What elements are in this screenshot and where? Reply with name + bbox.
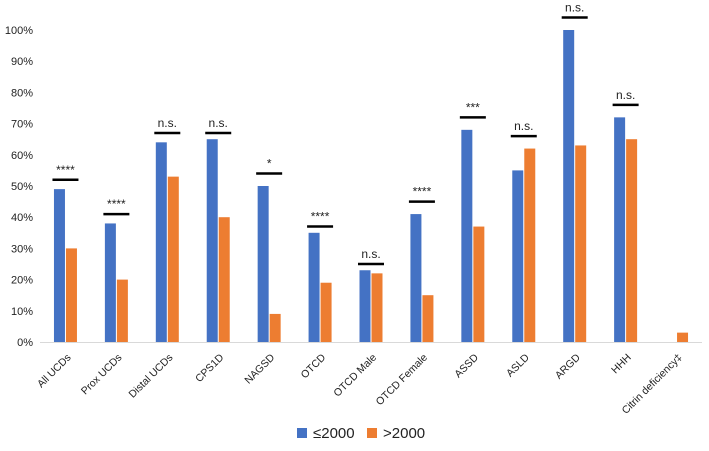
y-tick-label: 50% (11, 181, 33, 193)
category-label-9: ASLD (504, 351, 532, 379)
bar-series1-6 (359, 270, 371, 342)
significance-label-1: **** (107, 197, 126, 211)
bar-series2-2 (167, 176, 179, 342)
category-label-4: NAGSD (242, 351, 277, 386)
bar-series1-11 (614, 117, 626, 342)
bar-series1-0 (53, 189, 65, 342)
legend-label-series2: >2000 (383, 425, 425, 442)
significance-label-5: **** (311, 210, 330, 224)
significance-markers: ********n.s. n.s.*****n.s.*******n.s.n.s.… (52, 1, 639, 266)
legend: ≤2000 >2000 (297, 425, 425, 442)
category-label-11: HHH (609, 352, 634, 377)
bar-series2-9 (524, 148, 536, 342)
bar-series1-8 (461, 129, 473, 342)
y-tick-label: 80% (11, 87, 33, 99)
y-axis: 0% 10% 20% 30% 40% 50% 60% 70% 80% 90% 100% (5, 25, 702, 349)
category-label-10: ARGD (553, 351, 583, 381)
bar-series1-9 (512, 170, 524, 342)
significance-label-11: n.s. (616, 88, 635, 102)
bar-series1-2 (155, 142, 167, 342)
bar-series2-7 (422, 295, 434, 342)
y-tick-label: 70% (11, 119, 33, 131)
bar-series2-10 (575, 145, 587, 342)
y-tick-label: 60% (11, 150, 33, 162)
bar-series2-5 (320, 282, 332, 342)
bars (53, 30, 689, 342)
bar-series2-0 (65, 248, 77, 342)
y-tick-label: 30% (11, 243, 33, 255)
significance-label-9: n.s. (514, 119, 533, 133)
category-label-2: Distal UCDs (127, 352, 176, 401)
significance-label-10: n.s. (565, 1, 584, 15)
y-tick-label: 90% (11, 56, 33, 68)
bar-series1-3 (206, 139, 218, 342)
bar-series2-12 (677, 332, 689, 342)
bar-series1-10 (563, 30, 575, 342)
significance-label-6: n.s. (361, 247, 380, 261)
y-tick-label: 0% (17, 337, 33, 349)
bar-series1-1 (104, 223, 116, 342)
bar-series2-1 (116, 279, 128, 342)
bar-series2-3 (218, 217, 230, 342)
category-label-1: Prox UCDs (79, 352, 125, 398)
bar-series1-4 (257, 186, 269, 342)
category-label-8: ASSD (452, 351, 481, 380)
category-label-3: CPS1D (193, 351, 227, 385)
significance-label-0: **** (56, 163, 75, 177)
significance-label-3: n.s. (209, 116, 228, 130)
category-label-6: OTCD Male (331, 352, 379, 400)
bar-series2-4 (269, 313, 281, 342)
bar-series2-6 (371, 273, 383, 342)
bar-series2-11 (626, 139, 638, 342)
y-tick-label: 10% (11, 306, 33, 318)
significance-label-8: *** (466, 100, 480, 114)
y-tick-label: 20% (11, 275, 33, 287)
legend-swatch-series2 (367, 428, 377, 438)
significance-label-2: n.s. (158, 116, 177, 130)
bar-series2-8 (473, 226, 485, 342)
legend-label-series1: ≤2000 (313, 425, 355, 442)
bar-series1-5 (308, 232, 320, 342)
x-axis: All UCDs Prox UCDs Distal UCDs CPS1D NAGSD OT… (35, 351, 685, 416)
y-tick-label: 100% (5, 25, 33, 37)
bar-series1-7 (410, 214, 422, 342)
category-label-7: OTCD Female (374, 352, 430, 408)
significance-label-7: **** (413, 185, 432, 199)
category-label-5: OTCD (299, 351, 329, 381)
legend-swatch-series1 (297, 428, 307, 438)
significance-label-4: * (267, 157, 272, 171)
y-tick-label: 40% (11, 212, 33, 224)
category-label-0: All UCDs (35, 352, 74, 391)
